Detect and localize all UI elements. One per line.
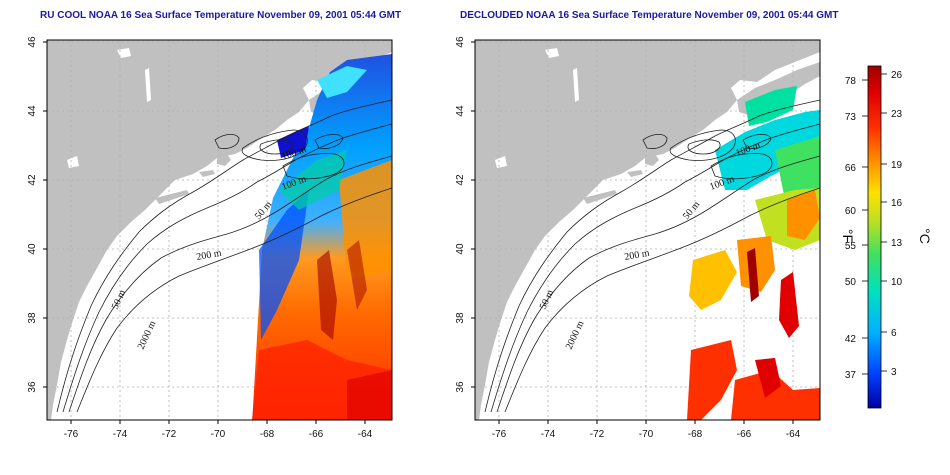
colorbar-f-tick: 60 xyxy=(845,206,857,217)
right-x-tick: -68 xyxy=(688,429,703,440)
right-x-tick: -64 xyxy=(786,429,801,440)
left-x-tick: -70 xyxy=(211,429,226,440)
colorbar-gradient xyxy=(867,65,882,409)
left-y-tick: 42 xyxy=(27,174,38,186)
left-y-tick: 36 xyxy=(27,381,38,393)
map-title-left: RU COOL NOAA 16 Sea Surface Temperature … xyxy=(40,10,402,21)
colorbar-c-tick: 26 xyxy=(891,70,903,81)
colorbar-f-tick: 37 xyxy=(845,370,857,381)
right-declouded-sst xyxy=(687,86,820,420)
colorbar-f-tick: 66 xyxy=(845,163,857,174)
colorbar-c-tick: 6 xyxy=(891,328,897,339)
left-x-axis: -76 -74 -72 -70 -68 -66 -64 xyxy=(64,420,373,440)
left-x-tick: -72 xyxy=(162,429,177,440)
colorbar-fahrenheit-unit: °F xyxy=(840,229,856,243)
left-x-tick: -64 xyxy=(358,429,373,440)
right-y-tick: 38 xyxy=(455,312,466,324)
colorbar-f-tick: 50 xyxy=(845,277,857,288)
left-y-tick: 40 xyxy=(27,243,38,255)
colorbar-c-tick: 10 xyxy=(891,277,903,288)
left-y-axis: 46 44 42 40 38 36 xyxy=(27,36,47,393)
left-x-tick: -76 xyxy=(64,429,79,440)
right-x-tick: -70 xyxy=(639,429,654,440)
right-x-axis: -76 -74 -72 -70 -68 -66 -64 xyxy=(492,420,801,440)
colorbar-c-tick: 19 xyxy=(891,160,903,171)
left-x-tick: -68 xyxy=(260,429,275,440)
colorbar-c-tick: 23 xyxy=(891,109,903,120)
colorbar-c-tick: 3 xyxy=(891,367,897,378)
right-y-tick: 42 xyxy=(455,174,466,186)
colorbar: 78 73 66 60 55 50 42 37 26 23 19 16 13 1… xyxy=(840,65,933,409)
colorbar-c-tick: 13 xyxy=(891,238,903,249)
left-contour-label-200m: 200 m xyxy=(196,248,223,263)
left-x-tick: -66 xyxy=(309,429,324,440)
right-map-panel: 100 m 100 m 50 m 200 m 50 m 2000 m xyxy=(474,39,821,421)
right-y-tick: 44 xyxy=(455,105,466,117)
colorbar-celsius-unit: °C xyxy=(917,228,933,244)
left-y-tick: 44 xyxy=(27,105,38,117)
left-sst-swath xyxy=(252,54,392,425)
colorbar-f-tick: 55 xyxy=(845,241,857,252)
colorbar-c-tick: 16 xyxy=(891,198,903,209)
right-x-tick: -74 xyxy=(541,429,556,440)
left-map-panel: 100 m 100 m 50 m 200 m 50 m 2000 m xyxy=(46,39,393,425)
right-contour-label-200m: 200 m xyxy=(624,248,651,263)
right-y-tick: 36 xyxy=(455,381,466,393)
right-map-frame xyxy=(474,39,821,421)
left-x-tick: -74 xyxy=(113,429,128,440)
right-x-tick: -72 xyxy=(590,429,605,440)
colorbar-f-tick: 73 xyxy=(845,112,857,123)
colorbar-f-tick: 42 xyxy=(845,334,857,345)
left-map-frame xyxy=(46,39,393,421)
right-y-tick: 46 xyxy=(455,36,466,48)
map-title-right: DECLOUDED NOAA 16 Sea Surface Temperatur… xyxy=(460,10,839,21)
right-x-tick: -66 xyxy=(737,429,752,440)
left-y-tick: 46 xyxy=(27,36,38,48)
left-y-tick: 38 xyxy=(27,312,38,324)
right-y-axis: 46 44 42 40 38 36 xyxy=(455,36,475,393)
colorbar-f-tick: 78 xyxy=(845,76,857,87)
right-x-tick: -76 xyxy=(492,429,507,440)
right-y-tick: 40 xyxy=(455,243,466,255)
